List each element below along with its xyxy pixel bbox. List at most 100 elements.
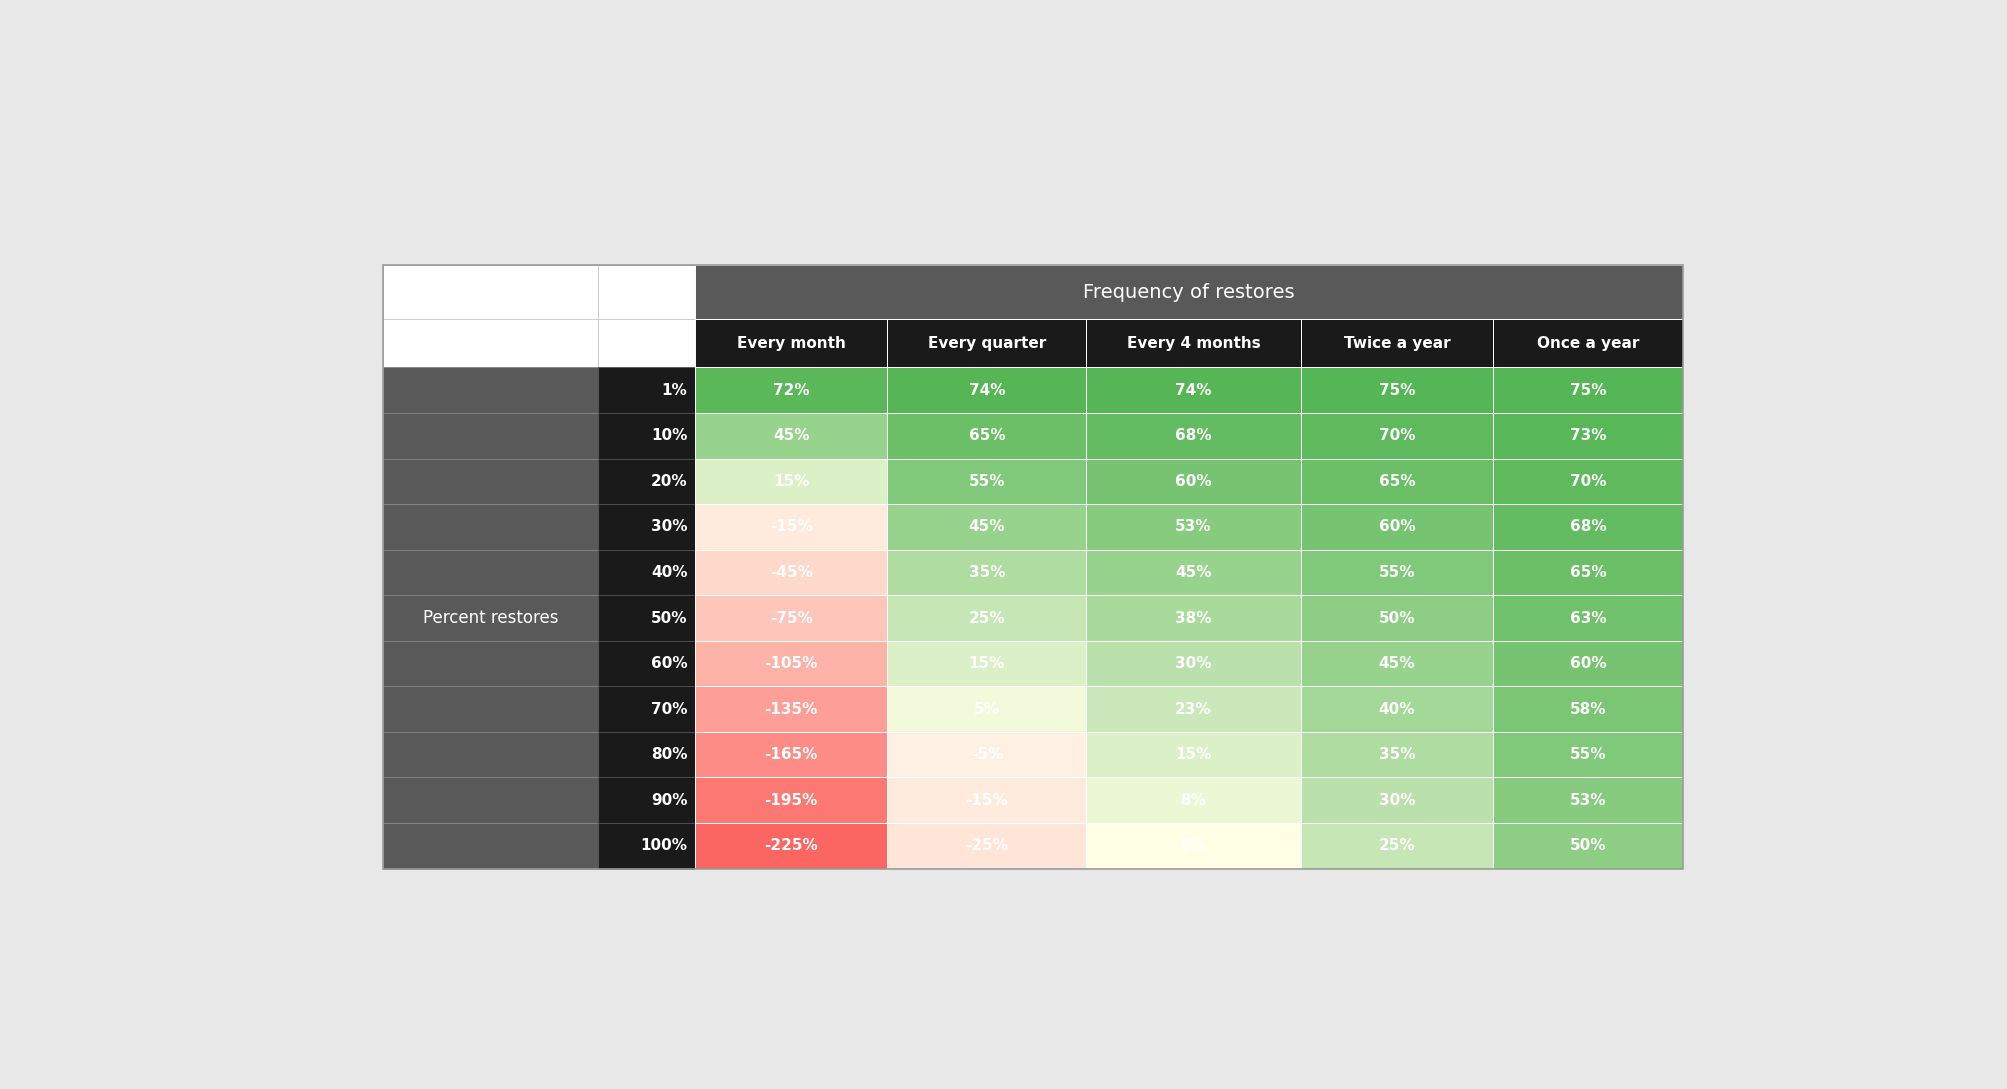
Text: 15%: 15% <box>1174 747 1210 762</box>
Text: 60%: 60% <box>1379 519 1415 535</box>
Bar <box>694 640 887 686</box>
Bar <box>887 413 1086 458</box>
Bar <box>1086 504 1301 550</box>
Text: 70%: 70% <box>1379 428 1415 443</box>
Bar <box>1301 458 1493 504</box>
Text: 15%: 15% <box>773 474 809 489</box>
Text: 45%: 45% <box>773 428 809 443</box>
Text: 55%: 55% <box>1379 565 1415 580</box>
Bar <box>598 778 694 823</box>
Bar <box>383 732 598 778</box>
Text: 73%: 73% <box>1569 428 1606 443</box>
Text: 74%: 74% <box>967 382 1006 397</box>
Bar <box>694 686 887 732</box>
Text: 70%: 70% <box>650 701 686 717</box>
Text: 53%: 53% <box>1174 519 1210 535</box>
Bar <box>598 319 694 367</box>
Bar <box>1493 367 1682 413</box>
Text: Every month: Every month <box>737 335 845 351</box>
Bar <box>1086 367 1301 413</box>
Bar <box>694 367 887 413</box>
Text: 65%: 65% <box>967 428 1006 443</box>
Bar <box>1301 504 1493 550</box>
Bar <box>383 823 598 869</box>
Text: 50%: 50% <box>650 611 686 625</box>
Bar <box>598 413 694 458</box>
Bar <box>598 550 694 596</box>
Bar <box>887 367 1086 413</box>
Text: 40%: 40% <box>650 565 686 580</box>
Bar <box>1493 550 1682 596</box>
Bar <box>598 596 694 640</box>
Text: 60%: 60% <box>1174 474 1210 489</box>
Bar <box>1086 550 1301 596</box>
Text: 10%: 10% <box>650 428 686 443</box>
Bar <box>1301 367 1493 413</box>
Bar <box>1086 732 1301 778</box>
Text: 55%: 55% <box>1569 747 1606 762</box>
Text: 0%: 0% <box>1180 839 1206 854</box>
Text: 80%: 80% <box>650 747 686 762</box>
Text: 20%: 20% <box>650 474 686 489</box>
Text: Once a year: Once a year <box>1535 335 1638 351</box>
Bar <box>1086 413 1301 458</box>
Bar <box>598 504 694 550</box>
Text: 53%: 53% <box>1569 793 1606 808</box>
Bar <box>1301 596 1493 640</box>
Bar <box>1493 596 1682 640</box>
Text: -195%: -195% <box>765 793 817 808</box>
Text: 5%: 5% <box>973 701 999 717</box>
Bar <box>1086 686 1301 732</box>
Bar <box>598 640 694 686</box>
Text: 60%: 60% <box>650 656 686 671</box>
Bar <box>694 550 887 596</box>
Bar <box>383 596 598 640</box>
Bar <box>383 367 598 413</box>
Bar <box>694 458 887 504</box>
Bar <box>383 504 598 550</box>
Text: 55%: 55% <box>967 474 1006 489</box>
Text: 75%: 75% <box>1379 382 1415 397</box>
Text: Twice a year: Twice a year <box>1343 335 1449 351</box>
Text: -15%: -15% <box>769 519 813 535</box>
Bar <box>598 823 694 869</box>
Bar <box>887 640 1086 686</box>
Bar <box>598 686 694 732</box>
Text: -5%: -5% <box>969 747 1001 762</box>
Bar <box>1301 823 1493 869</box>
Text: 40%: 40% <box>1379 701 1415 717</box>
Bar <box>1086 778 1301 823</box>
Text: 100%: 100% <box>640 839 686 854</box>
Bar <box>887 686 1086 732</box>
Bar <box>694 504 887 550</box>
Bar <box>598 367 694 413</box>
Bar <box>887 458 1086 504</box>
Bar <box>1086 458 1301 504</box>
Bar <box>1301 686 1493 732</box>
Bar <box>1301 778 1493 823</box>
Bar <box>383 778 598 823</box>
Text: 23%: 23% <box>1174 701 1210 717</box>
Bar <box>598 732 694 778</box>
Bar <box>1086 596 1301 640</box>
Text: 75%: 75% <box>1569 382 1606 397</box>
Bar <box>1493 778 1682 823</box>
Bar <box>1301 550 1493 596</box>
Bar <box>887 596 1086 640</box>
Text: -225%: -225% <box>765 839 817 854</box>
Bar <box>383 550 598 596</box>
Bar <box>694 319 887 367</box>
Bar <box>1086 640 1301 686</box>
Bar <box>1493 823 1682 869</box>
Text: 45%: 45% <box>967 519 1006 535</box>
Text: -15%: -15% <box>965 793 1008 808</box>
Text: 60%: 60% <box>1569 656 1606 671</box>
Text: 72%: 72% <box>773 382 809 397</box>
Text: 8%: 8% <box>1180 793 1206 808</box>
Text: 35%: 35% <box>1379 747 1415 762</box>
Text: 30%: 30% <box>650 519 686 535</box>
Text: 65%: 65% <box>1569 565 1606 580</box>
Text: -165%: -165% <box>765 747 817 762</box>
Text: 35%: 35% <box>967 565 1006 580</box>
Text: 50%: 50% <box>1379 611 1415 625</box>
